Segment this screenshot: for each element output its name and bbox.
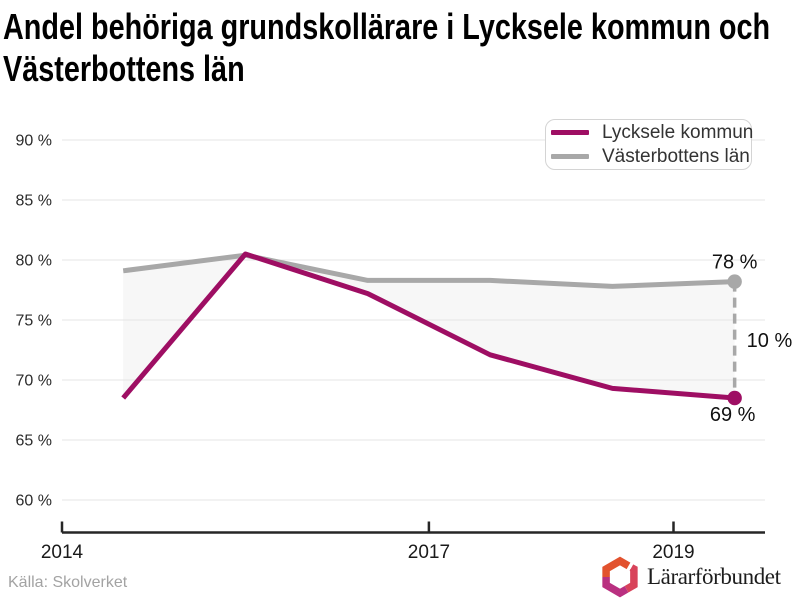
legend-swatch bbox=[551, 154, 589, 159]
fill-between-area bbox=[123, 254, 735, 398]
y-tick-label: 75 % bbox=[16, 313, 52, 330]
x-tick-label: 2019 bbox=[652, 542, 694, 563]
logo-segment-orange bbox=[602, 556, 631, 577]
y-tick-label: 80 % bbox=[16, 253, 52, 270]
chart-title: Andel behöriga grundskollärare i Lycksel… bbox=[3, 6, 771, 90]
x-tick-label: 2014 bbox=[41, 542, 84, 563]
value-label-lycksele: 69 % bbox=[710, 404, 756, 426]
source-caption: Källa: Skolverket bbox=[8, 574, 128, 591]
legend-swatch bbox=[551, 130, 589, 135]
value-label-vasterbotten: 78 % bbox=[712, 252, 758, 274]
series-line-lycksele-kommun bbox=[121, 251, 735, 401]
logo-segment-red bbox=[624, 564, 638, 593]
y-tick-label: 90 % bbox=[16, 133, 52, 150]
legend-item[interactable]: Lycksele kommun bbox=[546, 121, 754, 145]
brand-name: Lärarförbundet bbox=[647, 564, 781, 589]
difference-label: 10 % bbox=[747, 330, 793, 352]
logo-segment-magenta bbox=[602, 577, 629, 598]
series-line-vasterbottens-lan bbox=[122, 252, 735, 289]
data-point-marker-vasterbotten bbox=[727, 274, 742, 289]
y-tick-label: 70 % bbox=[16, 373, 52, 390]
brand-logo: Lärarförbundet bbox=[600, 556, 781, 598]
legend-label: Lycksele kommun bbox=[602, 121, 754, 143]
legend-item[interactable]: Västerbottens län bbox=[546, 145, 751, 169]
brand-hexagon-icon bbox=[602, 556, 638, 598]
legend-label: Västerbottens län bbox=[602, 145, 750, 167]
data-point-marker-lycksele bbox=[727, 390, 742, 406]
x-tick-label: 2017 bbox=[408, 542, 450, 563]
chart-legend: Lycksele kommun Västerbottens län bbox=[545, 119, 754, 170]
y-tick-label: 60 % bbox=[16, 493, 52, 510]
y-tick-label: 85 % bbox=[16, 193, 52, 210]
y-tick-label: 65 % bbox=[16, 433, 52, 450]
